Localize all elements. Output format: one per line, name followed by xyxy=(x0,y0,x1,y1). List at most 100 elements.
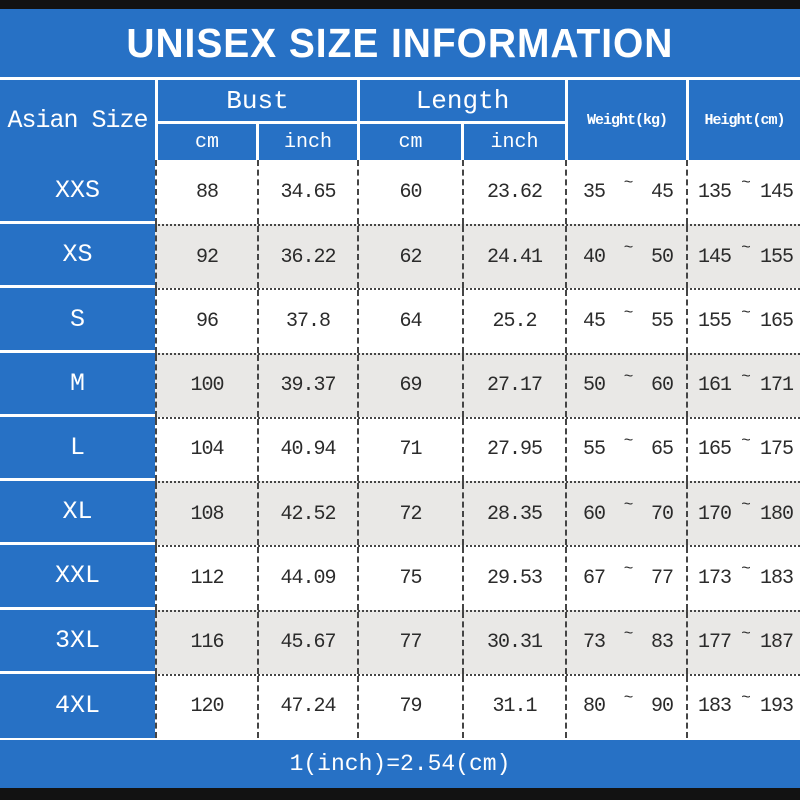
bust-cm-cell: 120 xyxy=(155,675,257,738)
table-row: S 96 37.8 64 25.2 45 ~ 55 155 ~ 165 xyxy=(0,288,800,353)
row-measurements: 88 34.65 60 23.62 35 ~ 45 135 ~ 145 xyxy=(155,160,800,225)
weight-max: 45 xyxy=(650,180,674,204)
weight-max: 55 xyxy=(650,310,674,334)
bust-inch-cell: 45.67 xyxy=(257,611,357,674)
weight-max: 90 xyxy=(650,695,674,719)
table-row: M 100 39.37 69 27.17 50 ~ 60 161 ~ 171 xyxy=(0,352,800,417)
bust-inch-cell: 37.8 xyxy=(257,290,357,353)
length-header: Length xyxy=(360,80,565,125)
tilde-glyph: ~ xyxy=(741,174,751,193)
height-range-cell: 173 ~ 183 xyxy=(686,547,800,610)
length-cm-cell: 69 xyxy=(357,354,462,417)
bust-cm-cell: 92 xyxy=(155,226,257,289)
height-range-cell: 183 ~ 193 xyxy=(686,675,800,738)
bust-inch-cell: 42.52 xyxy=(257,483,357,546)
height-min: 165 xyxy=(698,438,732,462)
length-inch-cell: 31.1 xyxy=(462,675,565,738)
height-range-cell: 170 ~ 180 xyxy=(686,483,800,546)
footer-banner: 1(inch)=2.54(cm) xyxy=(0,740,800,788)
table-row: L 104 40.94 71 27.95 55 ~ 65 165 ~ 175 xyxy=(0,416,800,482)
bust-inch-cell: 40.94 xyxy=(257,418,357,482)
height-max: 183 xyxy=(759,566,794,590)
weight-min: 73 xyxy=(583,631,606,655)
length-cm-cell: 60 xyxy=(357,160,462,225)
tilde-glyph: ~ xyxy=(623,560,634,579)
weight-max: 77 xyxy=(650,566,674,590)
table-row: XL 108 42.52 72 28.35 60 ~ 70 170 ~ 180 xyxy=(0,481,800,546)
height-max: 145 xyxy=(759,180,794,204)
height-range-cell: 161 ~ 171 xyxy=(686,354,800,417)
length-inch-cell: 30.31 xyxy=(462,611,565,674)
height-min: 135 xyxy=(698,180,732,204)
tilde-glyph: ~ xyxy=(623,174,634,193)
row-measurements: 116 45.67 77 30.31 73 ~ 83 177 ~ 187 xyxy=(155,609,800,674)
height-max: 187 xyxy=(759,631,794,655)
weight-min: 67 xyxy=(583,566,606,590)
tilde-glyph: ~ xyxy=(623,239,634,258)
size-label-cell: 3XL xyxy=(0,609,155,674)
weight-max: 60 xyxy=(650,374,674,398)
table-row: 4XL 120 47.24 79 31.1 80 ~ 90 183 ~ 193 xyxy=(0,673,800,738)
weight-min: 60 xyxy=(583,502,606,526)
bust-cm-cell: 116 xyxy=(155,611,257,674)
size-label-cell: XL xyxy=(0,481,155,546)
tilde-glyph: ~ xyxy=(741,239,751,258)
length-inch-cell: 29.53 xyxy=(462,547,565,610)
bust-cm-cell: 108 xyxy=(155,483,257,546)
tilde-glyph: ~ xyxy=(623,624,634,643)
length-inch-cell: 23.62 xyxy=(462,160,565,225)
length-inch-cell: 27.95 xyxy=(462,418,565,482)
length-cm-cell: 71 xyxy=(357,418,462,482)
tilde-glyph: ~ xyxy=(741,496,751,515)
weight-range-cell: 60 ~ 70 xyxy=(565,483,686,546)
weight-max: 70 xyxy=(650,502,674,526)
weight-max: 65 xyxy=(650,438,674,462)
tilde-glyph: ~ xyxy=(741,303,751,322)
weight-min: 35 xyxy=(583,180,606,204)
bust-cm-cell: 88 xyxy=(155,160,257,225)
length-cm-cell: 62 xyxy=(357,226,462,289)
weight-min: 55 xyxy=(583,438,606,462)
bust-inch-header: inch xyxy=(256,124,357,160)
table-body: XXS 88 34.65 60 23.62 35 ~ 45 135 ~ 145 … xyxy=(0,160,800,738)
height-min: 177 xyxy=(698,631,732,655)
weight-range-cell: 73 ~ 83 xyxy=(565,611,686,674)
length-inch-cell: 28.35 xyxy=(462,483,565,546)
length-cm-cell: 79 xyxy=(357,675,462,738)
size-label-cell: XXS xyxy=(0,160,155,225)
weight-min: 50 xyxy=(583,374,606,398)
tilde-glyph: ~ xyxy=(741,560,751,579)
conversion-note: 1(inch)=2.54(cm) xyxy=(289,751,511,777)
height-range-cell: 145 ~ 155 xyxy=(686,226,800,289)
weight-range-cell: 80 ~ 90 xyxy=(565,675,686,738)
tilde-glyph: ~ xyxy=(741,688,751,707)
height-min: 145 xyxy=(698,245,732,269)
height-min: 173 xyxy=(698,566,732,590)
row-measurements: 108 42.52 72 28.35 60 ~ 70 170 ~ 180 xyxy=(155,481,800,546)
weight-min: 40 xyxy=(583,245,606,269)
table-row: XXL 112 44.09 75 29.53 67 ~ 77 173 ~ 183 xyxy=(0,545,800,610)
bust-cm-cell: 104 xyxy=(155,418,257,482)
bust-cm-cell: 112 xyxy=(155,547,257,610)
height-min: 170 xyxy=(698,502,732,526)
height-max: 171 xyxy=(759,374,794,398)
length-cm-cell: 77 xyxy=(357,611,462,674)
tilde-glyph: ~ xyxy=(623,367,634,386)
size-label-cell: M xyxy=(0,352,155,417)
height-min: 183 xyxy=(698,695,732,719)
height-range-cell: 177 ~ 187 xyxy=(686,611,800,674)
bust-inch-cell: 47.24 xyxy=(257,675,357,738)
row-measurements: 92 36.22 62 24.41 40 ~ 50 145 ~ 155 xyxy=(155,224,800,289)
length-units-row: cm inch xyxy=(360,124,565,160)
height-min: 155 xyxy=(698,310,732,334)
height-range-cell: 155 ~ 165 xyxy=(686,290,800,353)
weight-range-cell: 67 ~ 77 xyxy=(565,547,686,610)
length-cm-cell: 75 xyxy=(357,547,462,610)
length-inch-cell: 27.17 xyxy=(462,354,565,417)
bust-cm-header: cm xyxy=(194,130,219,154)
bust-inch-cell: 39.37 xyxy=(257,354,357,417)
height-min: 161 xyxy=(698,374,732,398)
table-row: XS 92 36.22 62 24.41 40 ~ 50 145 ~ 155 xyxy=(0,224,800,289)
length-inch-header: inch xyxy=(461,124,565,160)
height-header: Height(cm) xyxy=(686,80,800,160)
